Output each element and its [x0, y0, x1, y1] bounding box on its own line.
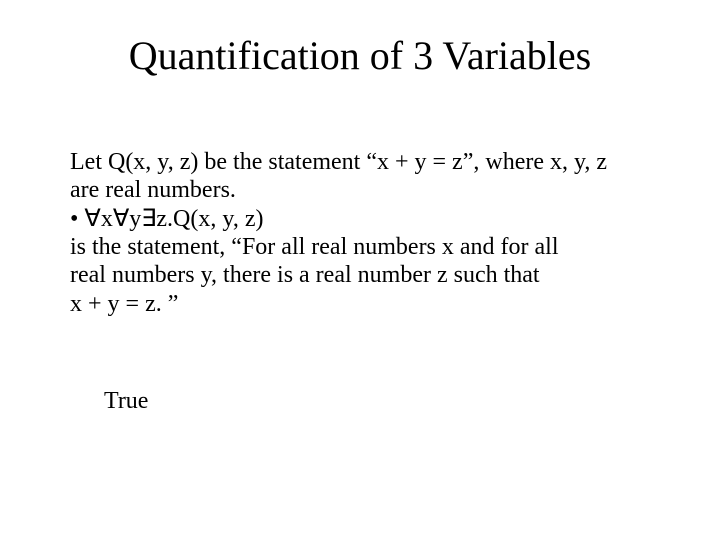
body-line-4: is the statement, “For all real numbers …: [70, 233, 660, 261]
body-text: Let Q(x, y, z) be the statement “x + y =…: [70, 148, 660, 318]
body-line-5: real numbers y, there is a real number z…: [70, 261, 660, 289]
answer-text: True: [104, 388, 148, 415]
body-line-2: are real numbers.: [70, 176, 660, 204]
body-line-6: x + y = z. ”: [70, 290, 660, 318]
slide-title: Quantification of 3 Variables: [0, 32, 720, 79]
slide: Quantification of 3 Variables Let Q(x, y…: [0, 0, 720, 540]
body-line-3: • ∀x∀y∃z.Q(x, y, z): [70, 205, 660, 233]
body-line-1: Let Q(x, y, z) be the statement “x + y =…: [70, 148, 660, 176]
